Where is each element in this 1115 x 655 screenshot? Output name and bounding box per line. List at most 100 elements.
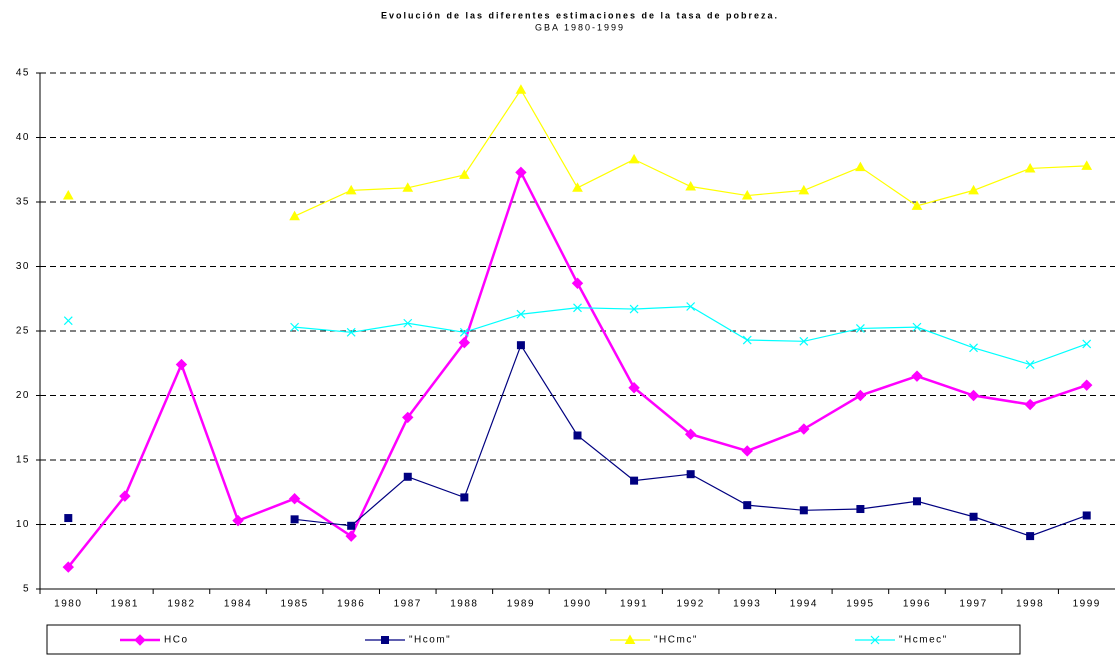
series-marker xyxy=(515,166,527,179)
series-marker xyxy=(685,181,697,191)
series-marker xyxy=(63,316,73,326)
series-marker xyxy=(855,323,865,333)
series-marker xyxy=(628,382,640,394)
series-marker xyxy=(1081,160,1093,170)
y-tick-label: 40 xyxy=(16,132,30,143)
legend-marker xyxy=(381,636,389,644)
x-tick-label: 1990 xyxy=(563,599,591,610)
x-tick-label: 1987 xyxy=(394,599,422,610)
series-marker xyxy=(967,389,980,402)
series-marker xyxy=(402,411,414,424)
series-marker xyxy=(515,84,527,94)
x-tick-label: 1994 xyxy=(790,599,818,610)
series-marker xyxy=(911,370,923,382)
series-marker xyxy=(402,182,414,192)
series-marker xyxy=(62,561,74,573)
series-marker xyxy=(855,161,866,172)
series-marker xyxy=(743,501,752,510)
series-line xyxy=(294,88,1087,217)
series-line xyxy=(294,343,1087,537)
series-marker xyxy=(686,302,696,311)
series-line xyxy=(67,169,1088,568)
series-marker xyxy=(798,423,810,435)
legend-box xyxy=(46,624,1021,655)
series-marker xyxy=(912,322,922,332)
y-tick-label: 5 xyxy=(23,584,30,595)
y-tick-label: 35 xyxy=(16,197,30,208)
series-marker xyxy=(571,277,584,289)
series-marker xyxy=(346,327,356,337)
y-tick-label: 10 xyxy=(16,519,30,530)
series-marker xyxy=(289,210,300,221)
series-line xyxy=(294,305,1087,366)
series-marker xyxy=(1024,398,1036,411)
series-marker xyxy=(856,505,865,514)
x-tick-label: 1986 xyxy=(337,599,365,610)
series-marker xyxy=(1026,532,1035,541)
series-marker xyxy=(290,515,299,524)
series-marker xyxy=(1024,162,1036,173)
series-marker xyxy=(460,493,469,502)
legend-label: HCo xyxy=(164,635,189,646)
chart-title: Evolución de las diferentes estimaciones… xyxy=(381,10,779,20)
series-marker xyxy=(516,341,525,350)
series-marker xyxy=(911,200,923,210)
series-marker xyxy=(572,182,583,192)
series-marker xyxy=(573,431,582,440)
x-tick-label: 1998 xyxy=(1016,599,1044,610)
series-marker xyxy=(799,506,808,515)
x-tick-label: 1996 xyxy=(903,599,931,610)
series-marker xyxy=(232,514,244,527)
series-marker xyxy=(1082,339,1092,349)
x-tick-label: 1980 xyxy=(54,599,82,610)
series-marker xyxy=(854,389,867,402)
series-marker xyxy=(1025,360,1035,369)
series-marker xyxy=(742,335,752,345)
series-marker xyxy=(628,153,640,164)
series-marker xyxy=(741,445,753,457)
series-marker xyxy=(290,322,300,332)
series-marker xyxy=(458,336,471,349)
series-marker xyxy=(684,428,697,440)
series-marker xyxy=(62,190,74,200)
legend-label: "HCmc" xyxy=(654,635,698,646)
legend-marker xyxy=(134,634,146,646)
series-marker xyxy=(1081,379,1093,391)
series-marker xyxy=(968,184,979,195)
legend-marker xyxy=(870,635,880,645)
series-marker xyxy=(458,169,470,179)
series-marker xyxy=(630,476,639,485)
series-marker xyxy=(403,318,413,328)
y-tick-label: 45 xyxy=(16,68,30,79)
x-tick-label: 1984 xyxy=(224,599,252,610)
y-tick-label: 25 xyxy=(16,326,30,337)
x-tick-label: 1995 xyxy=(846,599,874,610)
series-marker xyxy=(345,184,357,195)
series-marker xyxy=(64,514,73,523)
series-marker xyxy=(459,327,469,337)
x-tick-label: 1991 xyxy=(620,599,648,610)
y-tick-label: 30 xyxy=(16,261,30,272)
series-marker xyxy=(969,512,978,521)
series-marker xyxy=(741,190,753,200)
series-marker xyxy=(686,470,695,479)
x-tick-label: 1981 xyxy=(111,599,139,610)
y-tick-label: 20 xyxy=(16,390,30,401)
x-tick-label: 1982 xyxy=(167,599,195,610)
x-tick-label: 1985 xyxy=(280,599,308,610)
series-marker xyxy=(403,472,412,481)
series-marker xyxy=(798,184,810,195)
series-marker xyxy=(516,309,526,319)
x-tick-label: 1993 xyxy=(733,599,761,610)
chart-subtitle: GBA 1980-1999 xyxy=(535,22,625,32)
series-marker xyxy=(288,492,301,505)
series-marker xyxy=(799,336,809,346)
legend-marker xyxy=(624,634,636,644)
series-marker xyxy=(345,530,357,542)
legend-label: "Hcmec" xyxy=(899,635,948,646)
series-marker xyxy=(629,304,639,314)
x-tick-label: 1992 xyxy=(677,599,705,610)
series-marker xyxy=(912,497,921,506)
legend-label: "Hcom" xyxy=(409,635,451,646)
